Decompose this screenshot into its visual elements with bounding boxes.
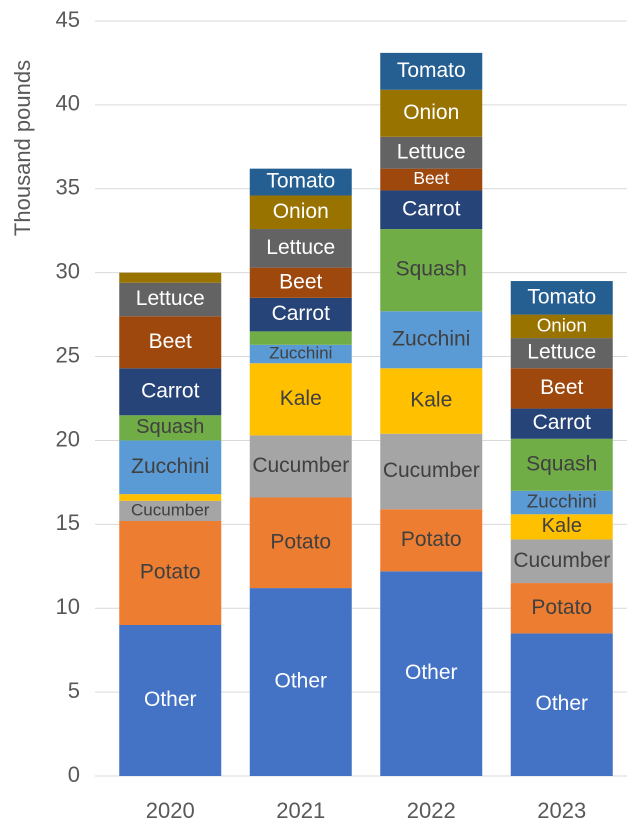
segment-label: Squash (396, 258, 467, 281)
bar-segment (380, 52, 483, 90)
y-tick-label: 5 (68, 678, 80, 703)
bar-segment (249, 497, 352, 589)
y-tick-label: 35 (56, 175, 80, 200)
bar-segment (249, 195, 352, 230)
segment-label: Lettuce (397, 140, 466, 163)
segment-label: Onion (273, 200, 329, 223)
segment-label: Carrot (402, 197, 461, 220)
bar-segment (510, 490, 613, 515)
x-tick-label: 2023 (537, 798, 586, 823)
segment-label: Zucchini (527, 490, 597, 511)
bar-segment (119, 520, 222, 625)
y-tick-label: 25 (56, 342, 80, 367)
segment-label: Kale (542, 515, 582, 537)
segment-label: Carrot (533, 411, 592, 434)
segment-label: Cucumber (131, 500, 210, 519)
bar-segment (380, 433, 483, 510)
segment-label: Lettuce (266, 236, 335, 259)
bar-segment (380, 89, 483, 137)
bar-segment (510, 281, 613, 315)
segment-label: Lettuce (136, 287, 205, 310)
segment-label: Kale (410, 389, 452, 412)
y-tick-label: 10 (56, 594, 80, 619)
y-tick-label: 0 (68, 762, 80, 787)
bar-segment (119, 282, 222, 317)
segment-label: Onion (537, 314, 587, 335)
segment-label: Zucchini (269, 344, 332, 363)
segment-label: Other (535, 692, 588, 715)
bar-segment (510, 633, 613, 776)
segment-label: Tomato (397, 59, 466, 82)
bar-segment (380, 168, 483, 191)
bar-segment (119, 316, 222, 369)
bar-segment (510, 583, 613, 634)
bar-segment (510, 314, 613, 339)
y-tick-label: 30 (56, 258, 80, 283)
segment-label: Carrot (272, 302, 331, 325)
segment-label: Other (274, 670, 327, 693)
bar-segment (249, 168, 352, 196)
bar-segment (510, 438, 613, 491)
segment-label: Beet (413, 168, 449, 188)
y-tick-label: 40 (56, 91, 80, 116)
segment-label: Onion (403, 101, 459, 124)
segment-label: Beet (540, 376, 583, 399)
bar-segment (249, 229, 352, 268)
segment-label: Beet (149, 330, 192, 353)
bar-segment (249, 297, 352, 332)
bar-segment (510, 368, 613, 409)
bar-segment (249, 344, 352, 364)
segment-label: Potato (140, 561, 201, 584)
y-tick-label: 20 (56, 426, 80, 451)
bar-segment (510, 338, 613, 369)
bar-segment (249, 363, 352, 436)
bar-segment (380, 136, 483, 169)
bar-segment (510, 514, 613, 540)
bar-segment (380, 509, 483, 572)
bar-segment (380, 368, 483, 434)
segment-label: Lettuce (527, 341, 596, 364)
segment-label: Cucumber (513, 549, 610, 572)
segment-label: Potato (401, 528, 462, 551)
segment-label: Beet (279, 270, 322, 293)
bar-segment (119, 415, 222, 441)
bar-segment (119, 625, 222, 776)
y-axis-label: Thousand pounds (10, 60, 35, 236)
segment-label: Other (144, 688, 197, 711)
segment-label: Potato (270, 530, 331, 553)
bar-segment (119, 440, 222, 495)
segment-label: Kale (280, 387, 322, 410)
segment-label: Squash (136, 416, 204, 438)
y-tick-label: 45 (56, 7, 80, 32)
segment-label: Potato (531, 596, 592, 619)
bar-segment (510, 539, 613, 584)
x-tick-label: 2021 (276, 798, 325, 823)
segment-label: Cucumber (252, 454, 349, 477)
bar-segment (249, 331, 352, 345)
segment-label: Cucumber (383, 459, 480, 482)
bar-segment (249, 435, 352, 498)
y-tick-label: 15 (56, 510, 80, 535)
segment-label: Tomato (527, 285, 596, 308)
bar-segment (119, 500, 222, 521)
segment-label: Tomato (266, 170, 335, 193)
bar-segment (119, 272, 222, 283)
bar-segment (510, 408, 613, 439)
segment-label: Zucchini (392, 327, 470, 350)
bar-segment (380, 229, 483, 312)
segment-label: Other (405, 661, 458, 684)
bar-segment (380, 311, 483, 369)
segment-label: Squash (526, 452, 597, 475)
bar-segment (119, 494, 222, 501)
x-tick-label: 2020 (146, 798, 195, 823)
bar-segment (249, 267, 352, 298)
bar-segment (380, 190, 483, 230)
segment-label: Carrot (141, 379, 200, 402)
segment-label: Zucchini (131, 455, 209, 478)
bar-segment (380, 571, 483, 776)
x-tick-label: 2022 (407, 798, 456, 823)
bar-segment (249, 588, 352, 776)
bar-segment (119, 368, 222, 416)
